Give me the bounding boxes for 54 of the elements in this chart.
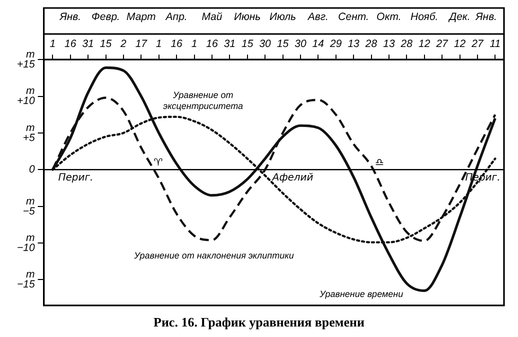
x-tick-label: 15 [276,38,289,50]
y-tick-label: m +10 [17,85,36,108]
x-tick-label: 1 [50,38,56,50]
x-tick-label: 11 [490,38,501,50]
text: Янв. [474,10,497,23]
x-tick-label: 29 [329,38,342,50]
series-label: Уравнение от наклонения эклиптики [133,250,294,261]
text: Июнь [234,10,261,23]
annotation: ♎ [375,157,384,168]
x-tick-label: 28 [400,38,413,50]
x-tick-label: 1 [156,38,162,50]
x-tick-label: 31 [82,38,94,50]
x-tick-label: 27 [435,38,450,50]
x-tick-label: 15 [242,38,254,50]
annotation: ♈ [154,157,163,168]
text: Нояб. [410,10,438,23]
x-tick-label: 13 [383,38,395,50]
x-tick-label: 16 [170,38,183,50]
y-tick-label: m −15 [17,268,36,291]
y-tick-label: m −10 [17,232,36,254]
x-tick-label: 17 [135,38,148,50]
x-tick-label: 30 [294,38,306,50]
text: Февр. [92,10,120,23]
series-label: Уравнение времени [318,288,404,299]
text: Сент. [338,10,369,23]
x-tick-label: 14 [312,38,324,50]
x-tick-label: 13 [348,38,360,50]
x-tick-label: 12 [418,38,430,50]
y-tick-label: 0 [28,164,35,176]
text: Янв. [58,10,82,23]
x-tick-label: 27 [470,38,484,50]
text: Дек. [448,10,470,23]
x-tick-label: 15 [100,38,112,50]
text: Март [126,10,156,23]
x-tick-label: 16 [64,38,76,50]
y-tick-label: m +5 [22,122,36,144]
annotation: Периг. [58,172,94,184]
y-tick-label: m −5 [22,195,36,218]
x-tick-label: 31 [224,38,236,50]
x-tick-label: 30 [259,38,272,50]
y-tick-label: m +15 [17,48,36,71]
text: Июль [269,10,296,23]
text: Май [202,10,222,23]
x-tick-label: 16 [206,38,218,50]
text: Рис. 16. График уравнения времени [153,314,366,330]
text: Авг. [306,10,328,23]
x-tick-label: 1 [191,38,198,50]
x-tick-label: 2 [120,38,127,50]
x-tick-label: 12 [454,38,466,50]
text: Апр. [164,10,188,23]
x-tick-label: 28 [364,38,378,50]
series-label: Уравнение от эксцентриситета [163,90,244,112]
text: Окт. [376,10,402,23]
annotation: Афелий [271,172,314,184]
